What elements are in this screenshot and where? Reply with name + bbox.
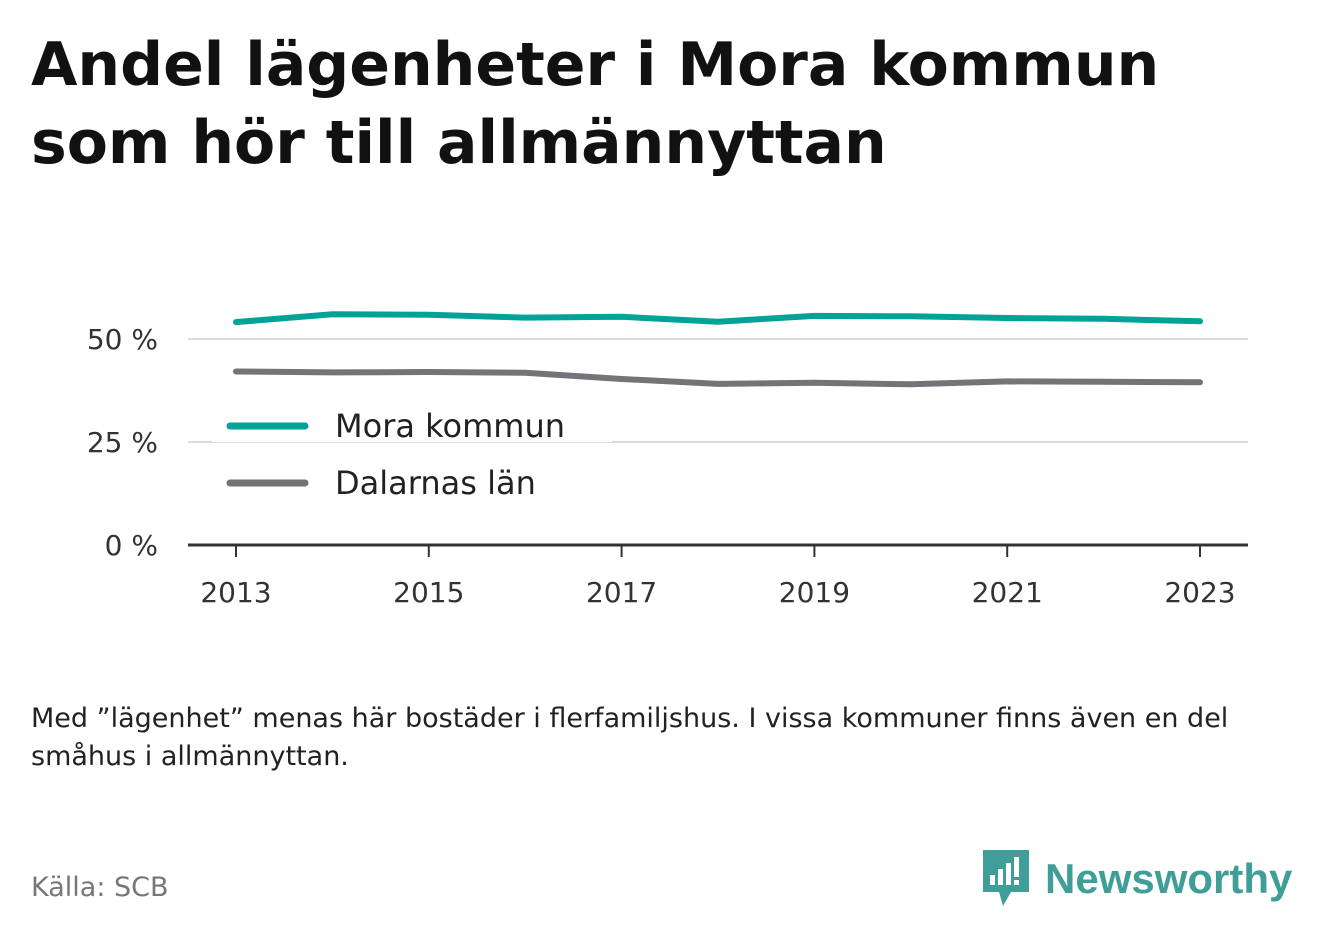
y-axis: 0 % 25 % 50 % (87, 323, 158, 562)
y-tick-label: 0 % (105, 529, 158, 562)
legend-label-1: Dalarnas län (335, 464, 536, 502)
x-tick-label: 2019 (779, 576, 850, 609)
chart-title: Andel lägenheter i Mora kommun som hör t… (31, 30, 1160, 178)
x-tick-label: 2015 (393, 576, 464, 609)
x-tick-label: 2021 (972, 576, 1043, 609)
series-line-1 (233, 368, 1203, 388)
legend-label-0: Mora kommun (335, 407, 565, 445)
y-tick-label: 25 % (87, 426, 158, 459)
series-lines (233, 311, 1203, 388)
x-tick-label: 2013 (200, 576, 271, 609)
brand-logo: Newsworthy (981, 848, 1292, 910)
y-tick-label: 50 % (87, 323, 158, 356)
legend-background (212, 398, 612, 442)
line-chart: 0 % 25 % 50 % 2013 2015 2017 2019 2021 2023 Mor… (87, 311, 1248, 609)
legend: Mora kommun Dalarnas län (212, 398, 612, 502)
x-axis: 2013 2015 2017 2019 2021 2023 (188, 543, 1248, 609)
newsworthy-logo-icon (983, 850, 1029, 906)
x-tick-label: 2017 (586, 576, 657, 609)
chart-note: Med ”lägenhet” menas här bostäder i fler… (31, 703, 1229, 772)
series-line-0 (233, 311, 1203, 326)
brand-name: Newsworthy (1045, 855, 1293, 902)
source-label: Källa: SCB (31, 872, 169, 903)
x-tick-label: 2023 (1164, 576, 1235, 609)
